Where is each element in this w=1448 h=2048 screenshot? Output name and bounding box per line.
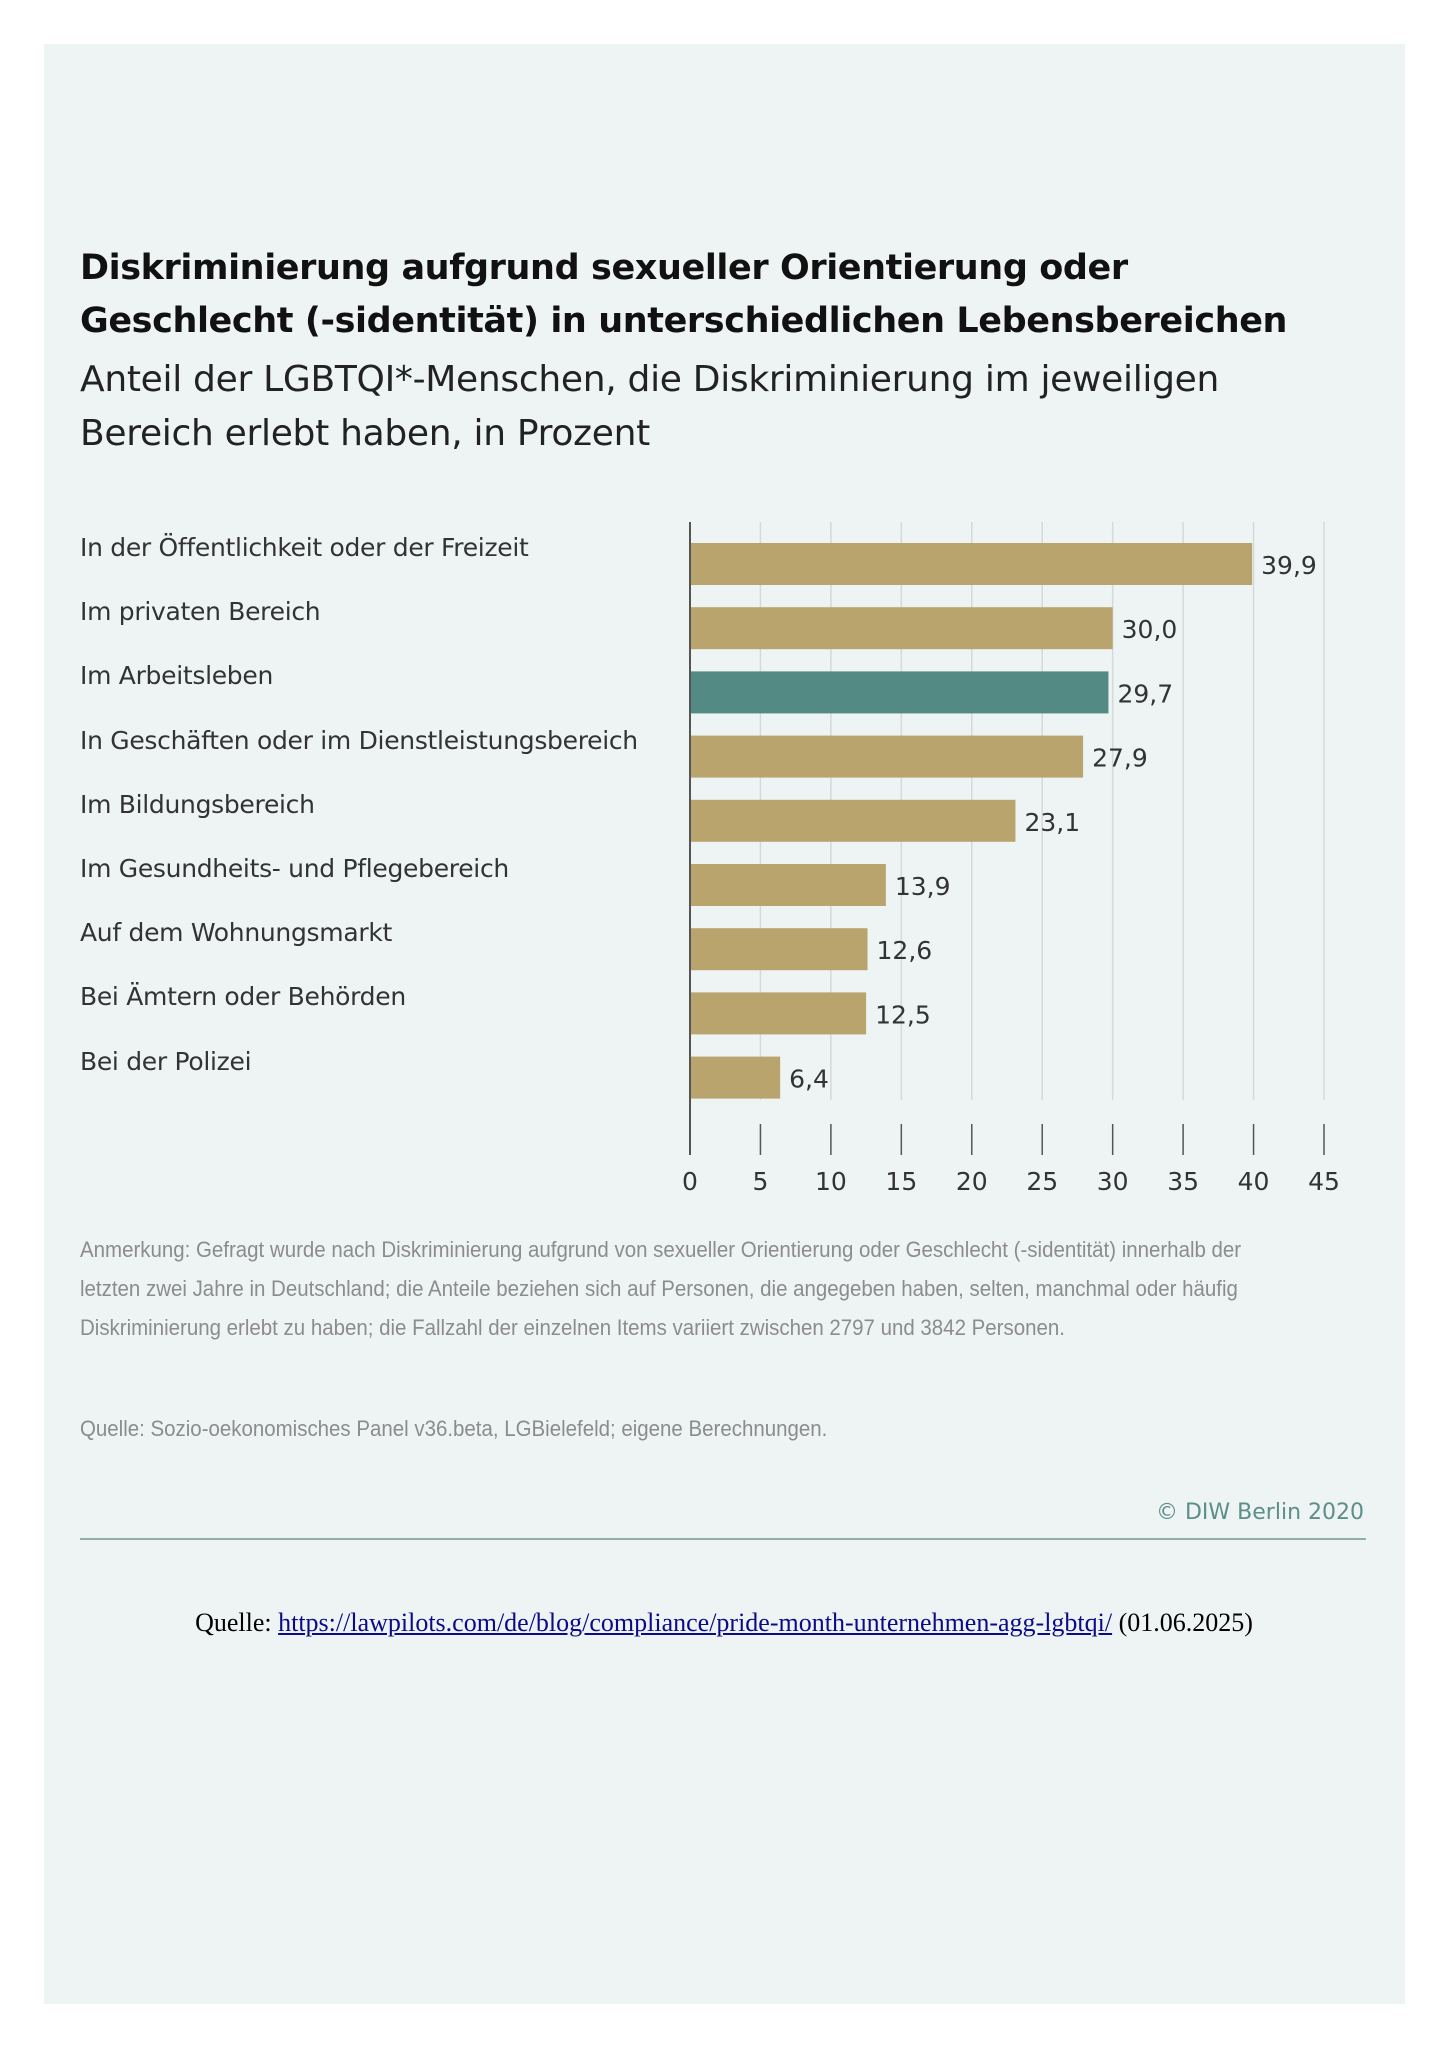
source-link[interactable]: https://lawpilots.com/de/blog/compliance… <box>278 1608 1113 1637</box>
bar <box>690 1056 781 1099</box>
chart-subtitle-line-1: Anteil der LGBTQI*-Menschen, die Diskrim… <box>80 359 1220 400</box>
category-label: Bei Ämtern oder Behörden <box>80 982 406 1012</box>
bar-chart: 39,9 30,0 29,7 27,9 23,1 13,9 12,6 12,5 6,4 0 5 10 1… <box>682 522 1340 1196</box>
x-tick-label: 15 <box>885 1167 917 1196</box>
category-label: Im Arbeitsleben <box>80 661 273 691</box>
value-label: 30,0 <box>1122 615 1178 644</box>
page-source-date: (01.06.2025) <box>1112 1608 1253 1637</box>
chart-note: Anmerkung: Gefragt wurde nach Diskrimini… <box>80 1237 1242 1340</box>
bar <box>690 607 1113 650</box>
value-label: 39,9 <box>1261 551 1317 580</box>
page-source-line: Quelle: https://lawpilots.com/de/blog/co… <box>0 1608 1448 1638</box>
value-label: 12,5 <box>875 1000 931 1029</box>
page-source-prefix: Quelle: <box>195 1608 279 1637</box>
chart-data-source: Quelle: Sozio-oekonomisches Panel v36.be… <box>80 1416 828 1441</box>
copyright-label: © DIW Berlin 2020 <box>1156 1500 1364 1525</box>
x-tick-label: 25 <box>1026 1167 1058 1196</box>
category-label: Im Gesundheits- und Pflegebereich <box>80 854 509 883</box>
value-label: 23,1 <box>1024 808 1080 837</box>
bar <box>690 735 1084 778</box>
bar <box>690 799 1016 842</box>
category-label: Im Bildungsbereich <box>80 789 315 819</box>
category-label: In der Öffentlichkeit oder der Freizeit <box>80 533 529 562</box>
category-label: Auf dem Wohnungsmarkt <box>80 918 392 948</box>
x-tick-label: 5 <box>752 1167 768 1196</box>
x-tick-label: 30 <box>1097 1167 1129 1196</box>
chart-subtitle: Anteil der LGBTQI*-Menschen, die Diskrim… <box>80 353 1219 461</box>
value-label: 27,9 <box>1092 744 1148 773</box>
x-tick-label: 40 <box>1238 1167 1270 1196</box>
x-tick-label: 10 <box>815 1167 847 1196</box>
chart-title-line-2: Geschlecht (-sidentität) in unterschiedl… <box>80 301 1288 341</box>
category-label: Bei der Polizei <box>80 1046 252 1076</box>
x-tick-label: 45 <box>1308 1167 1340 1196</box>
bar <box>690 992 867 1035</box>
bar <box>690 671 1109 714</box>
chart-title-line-1: Diskriminierung aufgrund sexueller Orien… <box>80 248 1128 288</box>
x-tick-label: 35 <box>1167 1167 1199 1196</box>
chart-subtitle-line-2: Bereich erlebt haben, in Prozent <box>80 413 650 454</box>
value-label: 12,6 <box>877 936 933 965</box>
x-tick-label: 0 <box>682 1167 698 1196</box>
category-label: Im privaten Bereich <box>80 597 321 627</box>
bar <box>690 864 886 906</box>
chart-title: Diskriminierung aufgrund sexueller Orien… <box>80 242 1287 348</box>
value-label: 13,9 <box>895 872 951 901</box>
divider <box>80 1538 1366 1540</box>
x-tick-label: 20 <box>956 1167 988 1196</box>
category-label: In Geschäften oder im Dienstleistungsber… <box>80 725 638 755</box>
bar <box>690 543 1253 585</box>
value-label: 6,4 <box>789 1065 829 1094</box>
bar <box>690 928 868 971</box>
value-label: 29,7 <box>1117 679 1173 708</box>
